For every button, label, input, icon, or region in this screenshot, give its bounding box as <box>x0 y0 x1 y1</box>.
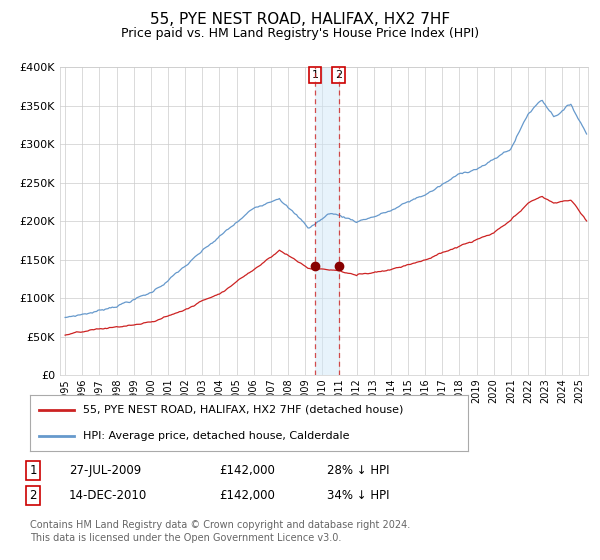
Text: 55, PYE NEST ROAD, HALIFAX, HX2 7HF (detached house): 55, PYE NEST ROAD, HALIFAX, HX2 7HF (det… <box>83 405 403 415</box>
Text: 28% ↓ HPI: 28% ↓ HPI <box>327 464 389 477</box>
Text: 34% ↓ HPI: 34% ↓ HPI <box>327 489 389 502</box>
Text: £142,000: £142,000 <box>219 489 275 502</box>
Text: This data is licensed under the Open Government Licence v3.0.: This data is licensed under the Open Gov… <box>30 533 341 543</box>
Text: Contains HM Land Registry data © Crown copyright and database right 2024.: Contains HM Land Registry data © Crown c… <box>30 520 410 530</box>
Text: 27-JUL-2009: 27-JUL-2009 <box>69 464 141 477</box>
Text: 2: 2 <box>335 70 343 80</box>
Text: 2: 2 <box>29 489 37 502</box>
Text: Price paid vs. HM Land Registry's House Price Index (HPI): Price paid vs. HM Land Registry's House … <box>121 27 479 40</box>
Text: 55, PYE NEST ROAD, HALIFAX, HX2 7HF: 55, PYE NEST ROAD, HALIFAX, HX2 7HF <box>150 12 450 27</box>
Text: £142,000: £142,000 <box>219 464 275 477</box>
Bar <box>315 67 339 375</box>
Text: 14-DEC-2010: 14-DEC-2010 <box>69 489 147 502</box>
Text: 1: 1 <box>311 70 319 80</box>
Text: HPI: Average price, detached house, Calderdale: HPI: Average price, detached house, Cald… <box>83 431 349 441</box>
Text: 1: 1 <box>29 464 37 477</box>
